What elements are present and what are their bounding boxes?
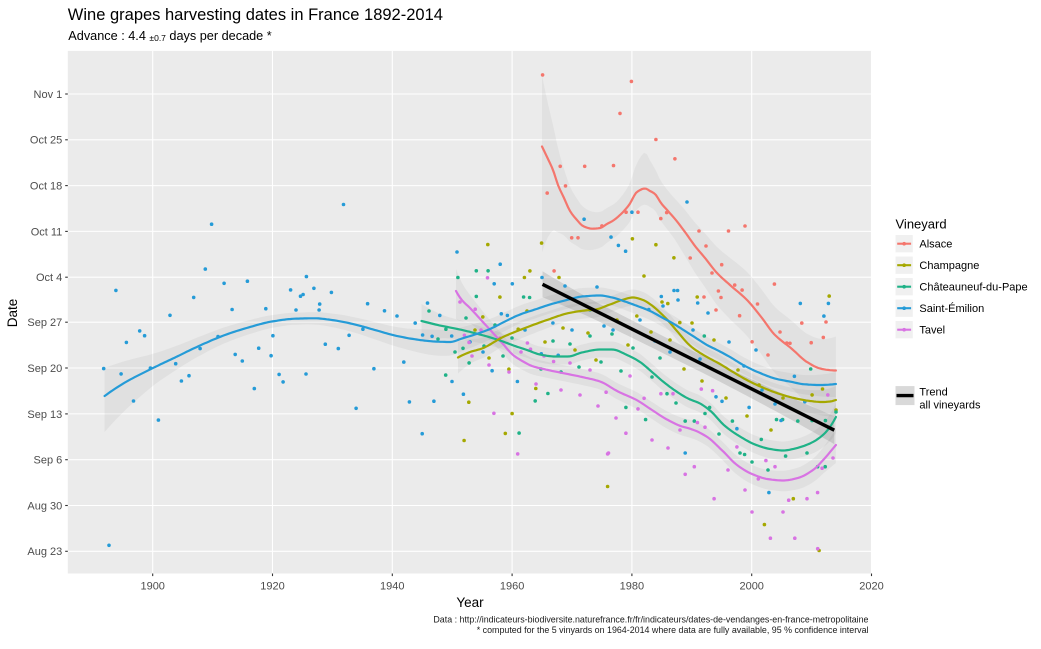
- svg-text:Tavel: Tavel: [919, 325, 945, 337]
- svg-text:Champagne: Champagne: [919, 260, 979, 272]
- svg-text:Advance : 4.4 ±0.7 days per de: Advance : 4.4 ±0.7 days per decade *: [68, 29, 271, 43]
- svg-text:Oct 18: Oct 18: [30, 181, 62, 193]
- svg-text:Oct 25: Oct 25: [30, 135, 62, 147]
- svg-text:Aug 23: Aug 23: [27, 546, 62, 558]
- svg-text:Nov 1: Nov 1: [34, 89, 63, 101]
- svg-text:Data : http://indicateurs-biod: Data : http://indicateurs-biodiversite.n…: [433, 615, 868, 625]
- svg-text:Sep 20: Sep 20: [27, 363, 62, 375]
- svg-text:Sep 6: Sep 6: [34, 455, 63, 467]
- svg-text:2000: 2000: [739, 581, 763, 593]
- svg-text:Oct 11: Oct 11: [31, 226, 63, 238]
- svg-text:Year: Year: [456, 595, 484, 610]
- svg-text:Saint-Émilion: Saint-Émilion: [919, 302, 984, 315]
- svg-text:1960: 1960: [500, 581, 524, 593]
- svg-text:1900: 1900: [140, 581, 164, 593]
- svg-text:1940: 1940: [380, 581, 404, 593]
- svg-text:Aug 30: Aug 30: [27, 500, 62, 512]
- svg-text:Vineyard: Vineyard: [896, 217, 947, 232]
- svg-text:Sep 27: Sep 27: [27, 317, 62, 329]
- svg-text:1920: 1920: [260, 581, 284, 593]
- svg-text:Sep 13: Sep 13: [27, 409, 62, 421]
- svg-text:Oct 4: Oct 4: [36, 272, 62, 284]
- svg-text:Châteauneuf-du-Pape: Châteauneuf-du-Pape: [919, 282, 1027, 294]
- svg-text:Trend: Trend: [919, 387, 947, 399]
- svg-text:Alsace: Alsace: [919, 239, 952, 251]
- svg-text:Date: Date: [5, 299, 20, 328]
- svg-text:all vineyards: all vineyards: [919, 400, 981, 412]
- svg-text:Wine grapes harvesting dates i: Wine grapes harvesting dates in France 1…: [68, 6, 443, 24]
- svg-text:1980: 1980: [620, 581, 644, 593]
- svg-text:2020: 2020: [859, 581, 883, 593]
- svg-text:* computed for the 5 vinyards: * computed for the 5 vinyards on 1964-20…: [477, 625, 869, 635]
